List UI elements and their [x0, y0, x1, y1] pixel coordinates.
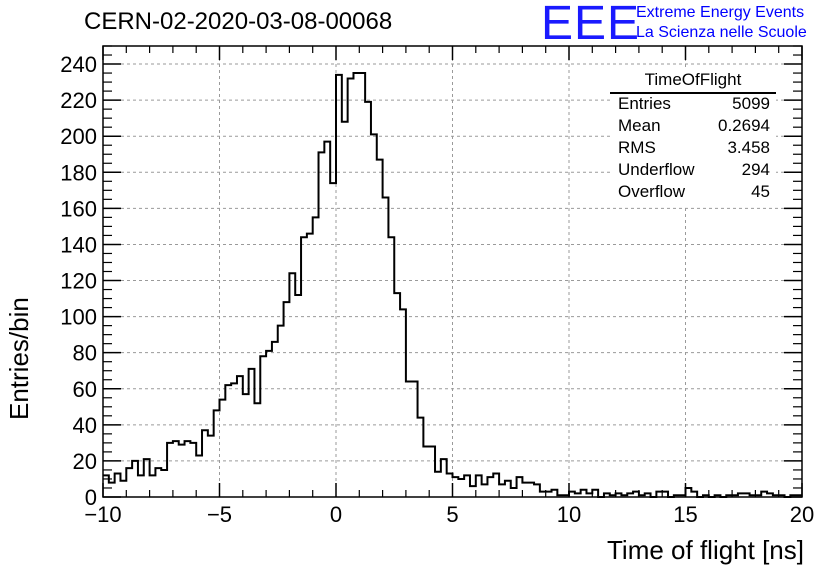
x-tick-label: 20	[790, 502, 814, 527]
stats-row-mean: Mean 0.2694	[618, 116, 770, 138]
stats-row-underflow: Underflow 294	[618, 160, 770, 182]
stats-label: Entries	[618, 94, 671, 113]
stats-label: Mean	[618, 116, 661, 135]
y-tick-label: 220	[60, 88, 97, 113]
y-axis-label: Entries/bin	[4, 297, 34, 420]
stats-row-entries: Entries 5099	[618, 94, 770, 116]
logo-text-line2: La Scienza nelle Scuole	[636, 24, 807, 41]
y-tick-label: 40	[73, 413, 97, 438]
axis-ticks	[102, 45, 803, 498]
stats-value: 5099	[732, 94, 770, 113]
x-tick-label: −5	[207, 502, 232, 527]
stats-row-overflow: Overflow 45	[618, 182, 770, 204]
y-tick-label: 0	[85, 485, 97, 510]
stats-row-rms: RMS 3.458	[618, 138, 770, 160]
x-tick-label: 5	[446, 502, 458, 527]
x-tick-label: 0	[330, 502, 342, 527]
stats-label: RMS	[618, 138, 656, 157]
x-tick-label: −10	[84, 502, 121, 527]
y-tick-label: 160	[60, 196, 97, 221]
stats-box: TimeOfFlight Entries 5099 Mean 0.2694 RM…	[610, 70, 776, 206]
stats-value: 294	[741, 160, 770, 179]
x-tick-label: 15	[673, 502, 697, 527]
y-tick-label: 100	[60, 305, 97, 330]
y-tick-label: 80	[73, 341, 97, 366]
stats-value: 45	[751, 182, 770, 201]
y-tick-label: 200	[60, 124, 97, 149]
x-axis-label: Time of flight [ns]	[607, 535, 804, 565]
plot-title: CERN-02-2020-03-08-00068	[84, 8, 393, 35]
stats-label: Underflow	[618, 160, 695, 179]
y-tick-label: 20	[73, 449, 97, 474]
y-tick-label: 140	[60, 232, 97, 257]
eee-logo: EEE	[541, 0, 641, 50]
stats-divider	[610, 92, 776, 94]
y-tick-label: 60	[73, 377, 97, 402]
x-tick-label: 10	[557, 502, 581, 527]
y-tick-label: 180	[60, 160, 97, 185]
stats-value: 3.458	[727, 138, 770, 157]
stats-value: 0.2694	[718, 116, 770, 135]
y-tick-label: 120	[60, 269, 97, 294]
logo-text-line1: Extreme Energy Events	[636, 4, 805, 21]
tick-labels: −10 −5 0 5 10 15 20020406080100120140160180200…	[60, 52, 814, 527]
stats-label: Overflow	[618, 182, 686, 201]
y-tick-label: 240	[60, 52, 97, 77]
stats-title: TimeOfFlight	[644, 70, 742, 89]
